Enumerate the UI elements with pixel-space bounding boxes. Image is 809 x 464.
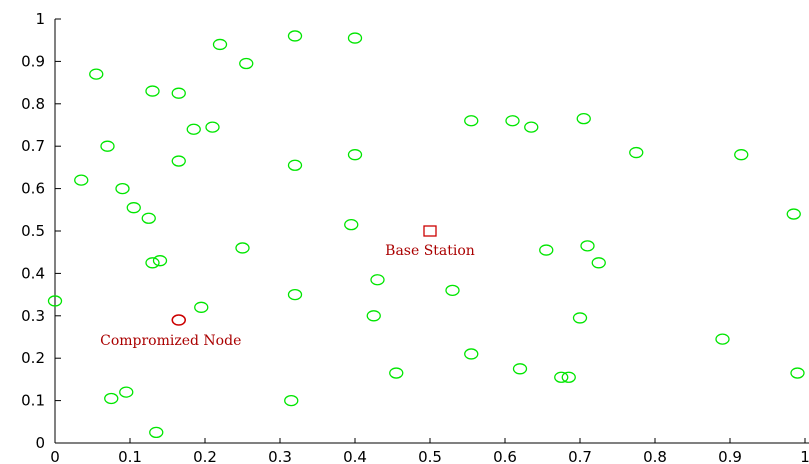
node-point [561,371,576,383]
node-point [47,295,63,307]
node-point [145,257,160,269]
node-point [580,240,595,252]
x-tick-label: 0.6 [493,448,517,464]
node-point [370,274,385,286]
node-point [141,212,156,224]
node-point [539,244,554,256]
node-point [464,115,479,127]
node-point [344,218,359,231]
node-point [524,121,539,133]
node-point [149,426,164,439]
x-tick-label: 1 [800,448,809,464]
x-tick-label: 0.3 [268,448,292,464]
y-ticks: 0 0.1 0.2 0.3 0.4 0.5 0.6 0.7 0.8 0.9 1 [21,10,61,452]
node-point [171,87,186,99]
node-point [100,140,115,152]
x-tick-label: 0.9 [718,448,742,464]
node-point [505,115,520,127]
node-point [205,121,220,133]
node-point [366,310,381,322]
base-station-label: Base Station [385,243,475,259]
node-point [186,123,201,135]
node-point [572,312,588,324]
x-tick-label: 0 [50,448,60,464]
compromised-node-label: Compromized Node [100,333,241,349]
node-point [284,394,299,407]
y-tick-label: 0.2 [21,349,45,367]
node-point [512,363,528,375]
y-tick-label: 0.3 [21,307,45,325]
compromised-node-marker [171,314,186,326]
y-tick-label: 0 [35,434,45,452]
node-point [115,182,130,195]
base-station-marker [423,225,437,237]
node-point [104,392,119,405]
node-point [790,367,805,379]
node-point [445,284,460,297]
y-tick-label: 0.4 [21,264,45,282]
node-point [145,85,160,97]
node-point [194,301,209,313]
node-point [715,333,730,345]
node-point [287,288,303,301]
node-point [629,146,644,159]
y-tick-label: 0.5 [21,222,45,240]
x-tick-label: 0.8 [643,448,667,464]
node-point [347,149,363,161]
node-point [152,255,168,267]
node-point [347,32,363,44]
x-tick-label: 0.2 [193,448,217,464]
node-point [389,367,404,379]
node-point [235,242,250,254]
node-point [171,155,186,167]
node-point [119,386,134,398]
node-point [287,159,303,171]
node-point [786,208,801,220]
node-point [126,202,141,214]
x-tick-label: 0.1 [118,448,142,464]
node-point [554,371,569,383]
axes [54,19,809,444]
y-tick-label: 0.1 [21,392,45,410]
data-points [47,30,805,439]
node-point [89,68,104,80]
node-point [212,38,228,51]
special-points: Base Station Compromized Node [100,225,475,349]
y-tick-label: 0.9 [21,52,45,70]
x-tick-label: 0.7 [568,448,592,464]
node-point [287,30,303,42]
y-tick-label: 0.8 [21,95,45,113]
node-point [734,149,749,161]
node-point [591,257,606,269]
x-tick-label: 0.5 [418,448,442,464]
node-point [464,348,479,360]
y-tick-label: 0.6 [21,180,45,198]
node-point [239,57,254,70]
node-point [576,112,591,125]
x-ticks: 0 0.1 0.2 0.3 0.4 0.5 0.6 0.7 0.8 0.9 1 [50,438,809,464]
node-point [74,174,89,186]
y-tick-label: 1 [35,10,45,28]
y-tick-label: 0.7 [21,137,45,155]
x-tick-label: 0.4 [343,448,367,464]
